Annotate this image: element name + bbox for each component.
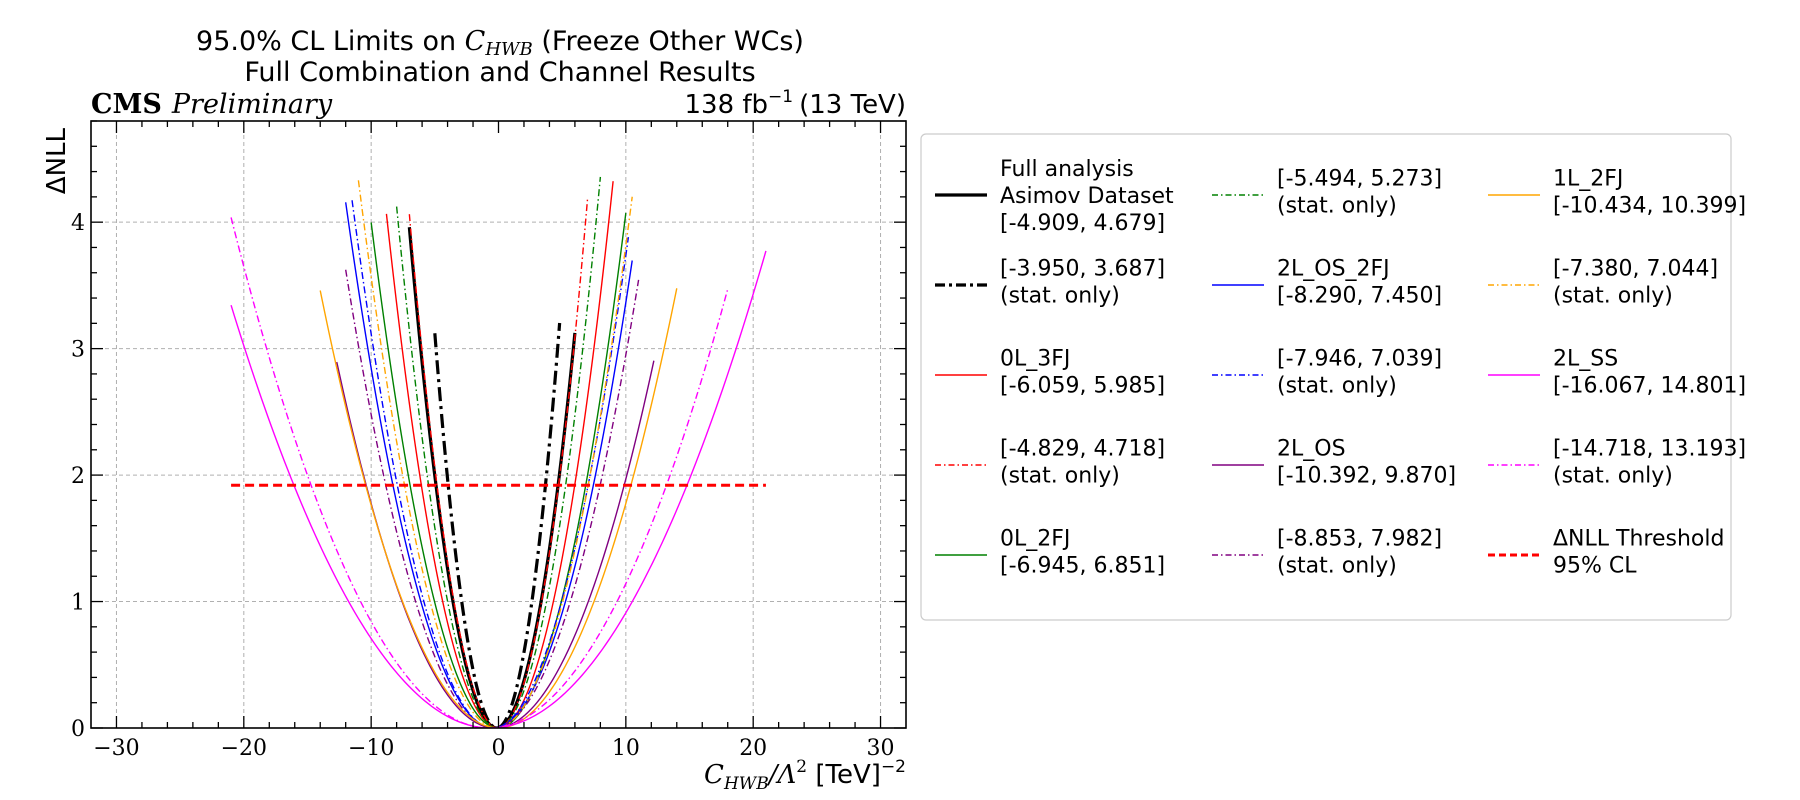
y-tick-label: 4 xyxy=(71,211,85,236)
legend-label-line: (stat. only) xyxy=(1277,194,1397,219)
curve-series-10 xyxy=(319,288,678,728)
legend-entry-13: [-14.718, 13.193](stat. only) xyxy=(1488,437,1746,489)
curve-series-1 xyxy=(433,322,562,728)
axis-ticks xyxy=(91,120,906,729)
legend-label-line: [-7.380, 7.044] xyxy=(1553,257,1718,282)
legend-label-line: ΔNLL Threshold xyxy=(1553,527,1724,552)
y-tick-label: 3 xyxy=(71,338,85,363)
legend-label-line: 0L_3FJ xyxy=(1000,347,1070,372)
legend-label-line: [-7.946, 7.039] xyxy=(1277,347,1442,372)
x-axis-label: CHWB/Λ2 [TeV]−2 xyxy=(704,757,906,794)
legend-label-line: [-6.945, 6.851] xyxy=(1000,554,1165,579)
axis-tick-labels: −30 −20 −10 0 10 20 30 0 1 2 3 4 xyxy=(71,211,895,761)
legend-label-line: [-16.067, 14.801] xyxy=(1553,374,1746,399)
y-tick-label: 1 xyxy=(71,591,85,616)
y-axis-label: ΔNLL xyxy=(42,127,72,194)
legend-entry-9: [-8.853, 7.982](stat. only) xyxy=(1212,527,1442,579)
curve-series-0 xyxy=(407,227,577,728)
legend-label-line: [-14.718, 13.193] xyxy=(1553,437,1746,462)
legend-label-line: [-4.909, 4.679] xyxy=(1000,211,1165,236)
chart-title-line-1: 95.0% CL Limits on CHWB (Freeze Other WC… xyxy=(196,26,804,60)
curve-series-13 xyxy=(230,217,729,728)
legend-entry-10: 1L_2FJ[-10.434, 10.399] xyxy=(1488,167,1746,219)
x-tick-label: 10 xyxy=(612,736,640,761)
legend-label-line: 2L_OS_2FJ xyxy=(1277,257,1390,282)
legend-label-line: (stat. only) xyxy=(1553,284,1673,309)
x-tick-label: −30 xyxy=(93,736,139,761)
legend-label-line: [-3.950, 3.687] xyxy=(1000,257,1165,282)
curves-layer xyxy=(230,176,767,728)
x-tick-label: 0 xyxy=(492,736,506,761)
x-tick-label: 20 xyxy=(739,736,767,761)
legend-label-line: (stat. only) xyxy=(1277,554,1397,579)
legend-label-line: (stat. only) xyxy=(1277,374,1397,399)
legend-entry-8: 2L_OS[-10.392, 9.870] xyxy=(1212,437,1456,489)
legend-entry-5: [-5.494, 5.273](stat. only) xyxy=(1212,167,1442,219)
legend-label-line: Asimov Dataset xyxy=(1000,184,1174,209)
legend-label-line: [-8.853, 7.982] xyxy=(1277,527,1442,552)
curve-series-12 xyxy=(230,250,767,728)
chart-title-line-2: Full Combination and Channel Results xyxy=(244,57,755,88)
y-tick-label: 0 xyxy=(71,717,85,742)
grid-lines xyxy=(91,121,906,728)
curve-series-4 xyxy=(370,212,627,728)
curve-series-11 xyxy=(357,180,633,728)
legend-label-line: 95% CL xyxy=(1553,554,1637,579)
legend-label-line: (stat. only) xyxy=(1000,464,1120,489)
legend-entry-3: [-4.829, 4.718](stat. only) xyxy=(935,437,1165,489)
legend-label-line: 0L_2FJ xyxy=(1000,527,1070,552)
legend-label-line: 2L_OS xyxy=(1277,437,1346,462)
legend-label-line: [-6.059, 5.985] xyxy=(1000,374,1165,399)
luminosity-label: 138 fb−1 (13 TeV) xyxy=(684,87,906,120)
legend-label-line: (stat. only) xyxy=(1000,284,1120,309)
legend-entry-11: [-7.380, 7.044](stat. only) xyxy=(1488,257,1718,309)
legend-label-line: [-10.392, 9.870] xyxy=(1277,464,1456,489)
legend-label-line: (stat. only) xyxy=(1553,464,1673,489)
legend-entry-12: 2L_SS[-16.067, 14.801] xyxy=(1488,347,1746,399)
legend-label-line: 1L_2FJ xyxy=(1553,167,1623,192)
legend-entry-4: 0L_2FJ[-6.945, 6.851] xyxy=(935,527,1165,579)
legend-label-line: [-5.494, 5.273] xyxy=(1277,167,1442,192)
legend-label-line: Full analysis xyxy=(1000,157,1134,182)
y-tick-label: 2 xyxy=(71,464,85,489)
x-tick-label: −10 xyxy=(348,736,394,761)
legend-label-line: 2L_SS xyxy=(1553,347,1618,372)
legend-label-line: [-8.290, 7.450] xyxy=(1277,284,1442,309)
legend-label-line: [-4.829, 4.718] xyxy=(1000,437,1165,462)
plot-frame xyxy=(90,120,907,729)
legend-entry-2: 0L_3FJ[-6.059, 5.985] xyxy=(935,347,1165,399)
legend-entry-7: [-7.946, 7.039](stat. only) xyxy=(1212,347,1442,399)
experiment-label: CMS Preliminary xyxy=(91,89,333,120)
x-tick-label: −20 xyxy=(221,736,267,761)
legend-label-line: [-10.434, 10.399] xyxy=(1553,194,1746,219)
legend-entry-1: [-3.950, 3.687](stat. only) xyxy=(935,257,1165,309)
x-tick-label: 30 xyxy=(867,736,895,761)
legend-box xyxy=(920,133,1732,621)
legend-entry-6: 2L_OS_2FJ[-8.290, 7.450] xyxy=(1212,257,1442,309)
